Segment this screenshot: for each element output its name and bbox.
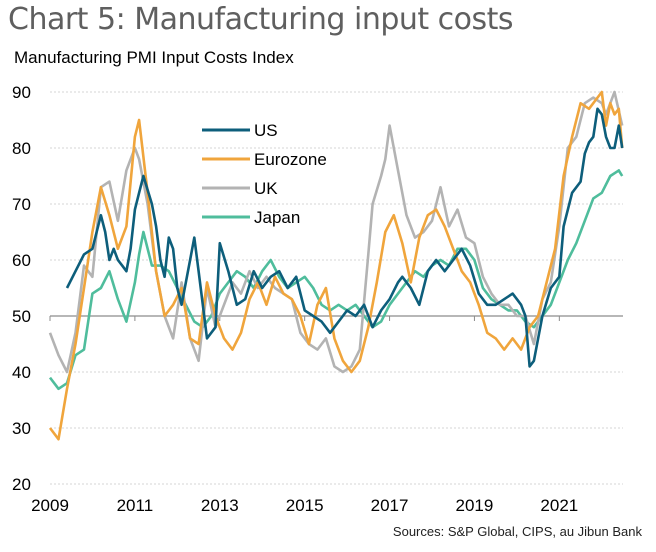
- x-tick-label: 2011: [117, 496, 154, 515]
- series-line-japan: [48, 169, 624, 391]
- series-line-uk: [48, 90, 624, 374]
- series-line-us: [65, 107, 624, 368]
- x-tick-label: 2021: [540, 496, 578, 515]
- y-tick-label: 90: [12, 83, 31, 102]
- series-line-eurozone: [48, 90, 624, 441]
- legend-label-eurozone: Eurozone: [254, 150, 327, 169]
- y-tick-label: 20: [12, 475, 31, 494]
- x-tick-label: 2015: [286, 496, 324, 515]
- x-tick-label: 2017: [371, 496, 409, 515]
- x-tick-label: 2019: [456, 496, 494, 515]
- chart-subtitle: Manufacturing PMI Input Costs Index: [14, 48, 294, 67]
- source-note: Sources: S&P Global, CIPS, au Jibun Bank: [392, 524, 642, 539]
- legend-label-us: US: [254, 121, 278, 140]
- y-tick-label: 70: [12, 195, 31, 214]
- y-tick-label: 60: [12, 251, 31, 270]
- y-tick-label: 30: [12, 419, 31, 438]
- chart-title: Chart 5: Manufacturing input costs: [8, 2, 514, 37]
- y-tick-label: 80: [12, 139, 31, 158]
- legend-label-uk: UK: [254, 179, 278, 198]
- x-tick-label: 2009: [31, 496, 69, 515]
- y-tick-label: 50: [12, 307, 31, 326]
- x-tick-label: 2013: [201, 496, 239, 515]
- y-tick-label: 40: [12, 363, 31, 382]
- legend-label-japan: Japan: [254, 208, 300, 227]
